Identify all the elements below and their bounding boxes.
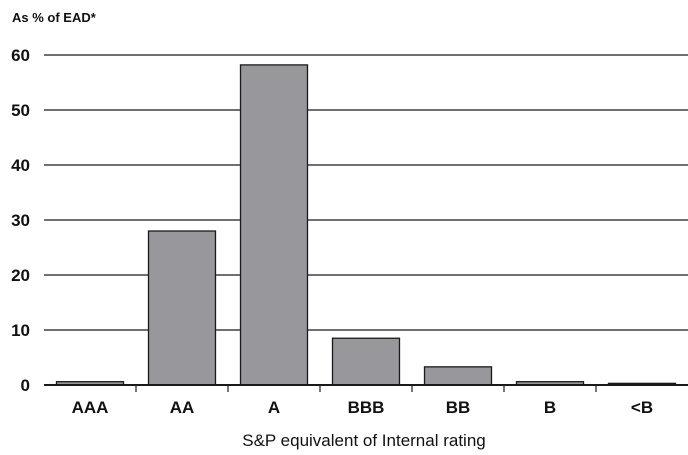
bar-bb: [423, 366, 493, 386]
bar-aa: [147, 230, 217, 386]
bars: [55, 64, 677, 386]
x-tick-label: B: [544, 398, 556, 417]
x-axis-category-labels: AAA AA A BBB BB B <B: [72, 398, 654, 417]
x-axis: [44, 384, 688, 392]
x-tick-label: BBB: [348, 398, 385, 417]
gridlines: [44, 54, 688, 331]
y-axis-unit-label: As % of EAD*: [12, 10, 97, 25]
y-axis-ticks: 0 10 20 30 40 50 60: [11, 46, 30, 395]
y-tick-label: 50: [11, 101, 30, 120]
y-tick-label: 20: [11, 266, 30, 285]
x-tick-label: BB: [446, 398, 471, 417]
x-tick-label: A: [268, 398, 280, 417]
y-tick-label: 40: [11, 156, 30, 175]
x-tick-label: <B: [631, 398, 653, 417]
x-tick-label: AAA: [72, 398, 109, 417]
x-axis-title: S&P equivalent of Internal rating: [242, 431, 486, 450]
y-tick-label: 60: [11, 46, 30, 65]
y-tick-label: 30: [11, 211, 30, 230]
x-tick-label: AA: [170, 398, 195, 417]
y-tick-label: 10: [11, 321, 30, 340]
bar-a: [239, 64, 309, 386]
y-tick-label: 0: [21, 376, 30, 395]
bar-bbb: [331, 337, 401, 386]
